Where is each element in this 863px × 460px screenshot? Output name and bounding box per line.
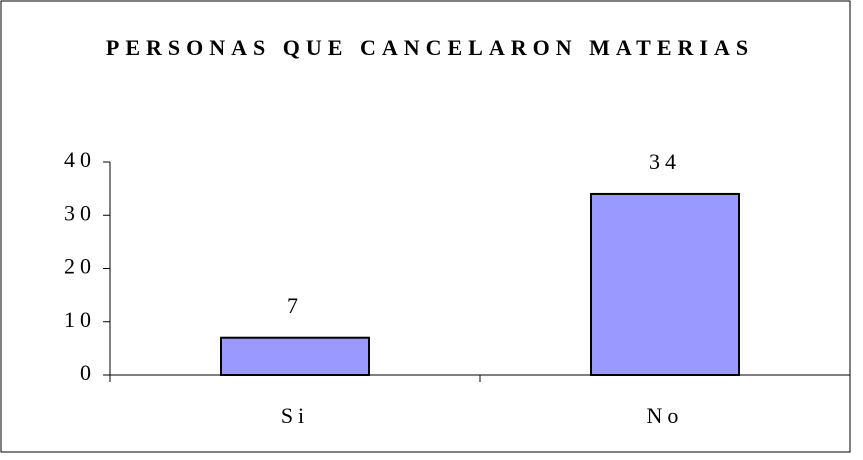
y-tick-label: 10 [64, 307, 96, 332]
data-label: 34 [649, 149, 681, 174]
chart-title: PERSONAS QUE CANCELARON MATERIAS [105, 35, 755, 60]
y-tick-label: 0 [80, 360, 96, 385]
data-label: 7 [287, 293, 303, 318]
x-tick-label: No [647, 403, 684, 428]
bar [590, 192, 740, 376]
y-tick-label: 30 [64, 200, 96, 225]
y-tick-label: 20 [64, 254, 96, 279]
y-tick-label: 40 [64, 147, 96, 172]
x-tick-label: Si [281, 403, 309, 428]
bar [220, 336, 370, 377]
